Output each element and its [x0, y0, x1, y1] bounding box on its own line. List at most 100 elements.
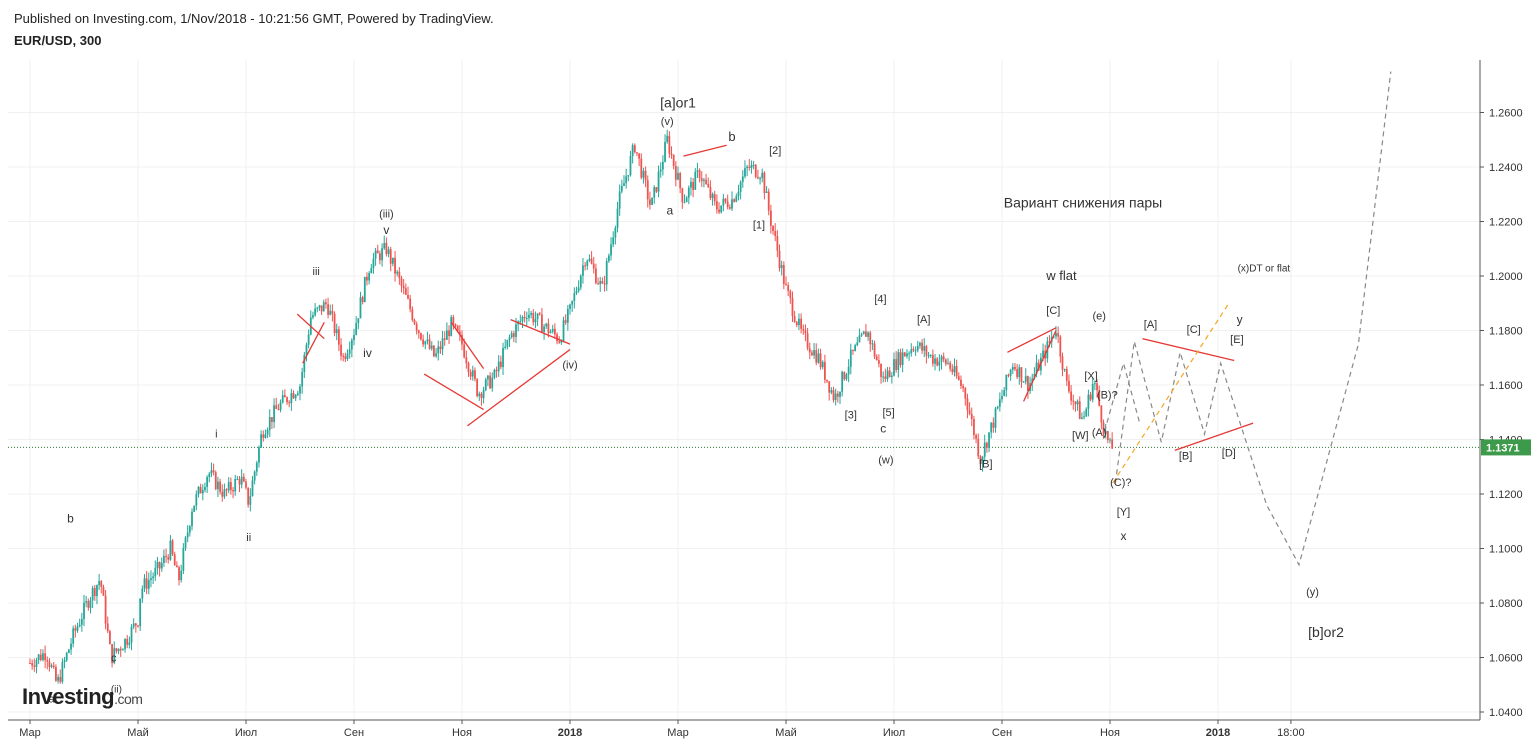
candle-body [154, 567, 157, 577]
candle-body [685, 197, 688, 203]
wave-label: (A) [1092, 427, 1107, 439]
candle-body [1052, 336, 1055, 338]
candle-body [942, 356, 945, 360]
candle-body [1087, 394, 1090, 409]
candle-body [76, 626, 79, 631]
candle-body [87, 601, 90, 608]
candle-body [262, 434, 265, 438]
candle-body [350, 340, 353, 350]
wave-label: [5] [882, 407, 894, 419]
trendline [1174, 422, 1254, 452]
candle-body [875, 356, 878, 361]
candle-body [409, 298, 412, 310]
wave-label: ii [246, 532, 251, 544]
trendline [510, 318, 571, 345]
candle-body [184, 537, 187, 549]
candle-body [748, 166, 751, 168]
candle-body [212, 470, 215, 473]
candle-body [188, 526, 191, 533]
trendline [467, 349, 571, 427]
candle-body [80, 619, 83, 625]
trendline [450, 321, 485, 370]
candle-body [908, 353, 911, 355]
candle-body [973, 419, 975, 436]
candle-body [465, 357, 468, 364]
candle-body [852, 349, 854, 351]
candle-body [1003, 390, 1006, 397]
candle-body [525, 317, 528, 319]
candle-body [214, 472, 217, 490]
candle-body [413, 319, 416, 324]
wave-label: [Y] [1117, 506, 1130, 518]
candle-body [787, 285, 790, 291]
candle-body [804, 330, 807, 334]
wave-label: (v) [661, 116, 674, 128]
candle-body [361, 297, 364, 303]
candle-body [955, 366, 958, 377]
candle-body [374, 250, 377, 259]
candle-body [52, 665, 55, 668]
candle-body [746, 166, 749, 169]
candle-body [467, 363, 470, 372]
x-tick-label: Мар [667, 727, 689, 739]
candle-body [761, 172, 764, 179]
candle-body [383, 242, 386, 249]
candle-body [1027, 376, 1029, 391]
candle-body [186, 532, 189, 538]
candle-body [778, 250, 781, 269]
candle-body [515, 324, 517, 337]
candle-body [521, 316, 524, 322]
candle-body [1065, 369, 1068, 381]
candle-body [396, 271, 399, 274]
candle-body [201, 490, 204, 494]
candle-body [221, 491, 224, 497]
candle-body [1085, 408, 1088, 417]
trendline [1023, 330, 1057, 402]
candle-body [1042, 350, 1044, 358]
candle-body [877, 360, 880, 364]
candle-body [592, 263, 595, 269]
candle-body [206, 477, 209, 487]
candle-body [901, 352, 904, 365]
candle-body [204, 486, 206, 491]
candle-body [793, 316, 796, 322]
candle-body [949, 362, 952, 369]
candle-body [657, 171, 660, 192]
candle-body [175, 565, 178, 568]
candle-body [1100, 405, 1103, 423]
candle-body [458, 331, 461, 335]
candle-body [925, 346, 928, 356]
candle-body [813, 350, 815, 356]
candle-body [93, 587, 96, 597]
candle-body [253, 471, 256, 481]
candle-body [1093, 383, 1096, 385]
candle-body [314, 308, 317, 316]
candle-body [912, 349, 915, 351]
candle-body [195, 494, 198, 506]
candle-body [916, 345, 919, 351]
candle-body [780, 265, 783, 269]
candle-body [655, 187, 658, 192]
candle-body [772, 226, 774, 232]
candle-body [601, 281, 604, 284]
candle-body [1057, 333, 1060, 337]
wave-label: [1] [753, 220, 765, 232]
candle-body [821, 361, 824, 368]
candle-body [35, 660, 38, 667]
candle-body [404, 288, 407, 295]
candle-body [750, 165, 753, 168]
candle-body [260, 434, 263, 448]
candle-body [819, 353, 822, 368]
candle-body [1083, 416, 1085, 418]
candle-body [301, 372, 304, 387]
candle-body [839, 391, 841, 397]
candle-body [867, 332, 869, 337]
candle-body [577, 287, 580, 291]
grid-lines [8, 60, 1480, 720]
candle-body [769, 210, 772, 227]
candle-body [158, 562, 161, 569]
candle-body [582, 265, 584, 276]
candle-body [979, 456, 982, 465]
candle-body [610, 244, 612, 256]
